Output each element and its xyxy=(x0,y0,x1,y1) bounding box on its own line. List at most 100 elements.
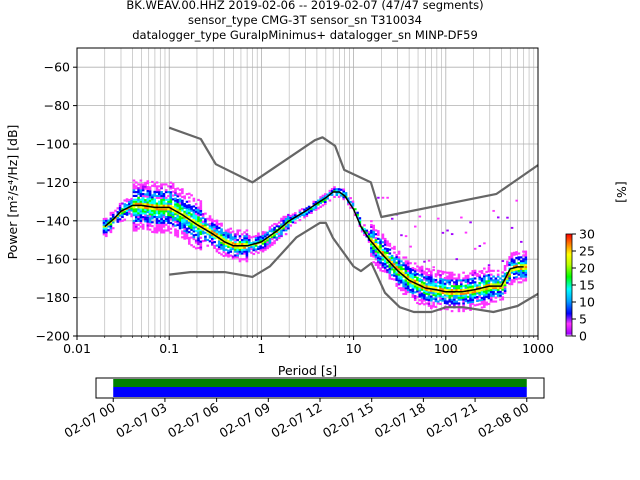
ppsd-cell xyxy=(406,283,410,286)
ppsd-cell xyxy=(323,200,327,204)
ppsd-cell xyxy=(176,212,180,215)
ppsd-cell xyxy=(174,193,177,196)
ppsd-cell xyxy=(141,206,145,209)
ppsd-cell xyxy=(194,203,198,206)
ppsd-cell xyxy=(181,190,184,193)
ppsd-cell xyxy=(141,189,145,192)
ppsd-cell xyxy=(503,289,507,293)
ppsd-cell xyxy=(450,288,454,292)
ppsd-cell xyxy=(176,222,180,225)
ppsd-cell xyxy=(132,200,136,203)
ppsd-cell xyxy=(247,242,251,245)
ppsd-cell xyxy=(197,198,200,201)
ppsd-cell xyxy=(443,271,447,274)
ppsd-cell xyxy=(430,299,433,302)
ppsd-cell xyxy=(335,188,339,191)
ppsd-cell xyxy=(162,208,166,211)
ppsd-cell xyxy=(406,289,410,292)
ppsd-cell xyxy=(321,200,325,203)
ppsd-cell xyxy=(199,219,203,222)
ppsd-cell xyxy=(264,248,267,251)
ppsd-cell xyxy=(319,205,322,208)
ppsd-cell xyxy=(427,279,431,282)
ppsd-cell xyxy=(164,202,168,205)
ppsd-cell xyxy=(517,271,521,274)
ppsd-cell xyxy=(487,277,491,281)
ppsd-cell xyxy=(517,281,521,284)
ppsd-cell xyxy=(434,296,438,299)
ppsd-cell xyxy=(356,215,359,218)
ppsd-cell xyxy=(192,238,196,241)
ppsd-cell xyxy=(300,213,304,216)
ppsd-cell xyxy=(522,273,525,276)
ppsd-cell xyxy=(499,298,502,301)
ppsd-cell xyxy=(432,282,435,285)
ppsd-cell xyxy=(266,247,269,250)
ppsd-cell xyxy=(155,223,159,226)
ppsd-cell xyxy=(448,292,452,295)
ppsd-cell xyxy=(469,278,472,281)
ppsd-cell xyxy=(183,195,186,198)
ppsd-cell xyxy=(187,196,191,199)
ppsd-cell xyxy=(174,205,177,208)
ppsd-cell xyxy=(266,237,269,240)
ppsd-cell xyxy=(215,250,219,253)
ppsd-cell xyxy=(524,262,528,265)
ppsd-cell xyxy=(268,241,272,244)
ppsd-cell xyxy=(476,272,479,276)
ppsd-cell xyxy=(381,248,385,252)
ppsd-cell xyxy=(176,204,180,207)
ppsd-cell xyxy=(187,238,191,241)
ppsd-cell xyxy=(487,266,491,269)
ppsd-cell xyxy=(393,265,396,268)
ppsd-cell xyxy=(183,229,186,233)
ppsd-cell xyxy=(376,266,380,269)
ppsd-cell xyxy=(367,233,371,236)
ppsd-cell xyxy=(432,278,435,281)
ppsd-cell xyxy=(374,248,378,251)
ppsd-cell xyxy=(227,251,230,254)
ppsd-cell xyxy=(420,296,424,299)
ppsd-cell xyxy=(181,236,184,239)
ppsd-cell xyxy=(146,203,150,206)
ppsd-cell xyxy=(462,294,465,297)
ppsd-cell xyxy=(277,221,281,224)
ppsd-cell xyxy=(185,193,189,196)
ppsd-cell xyxy=(238,240,242,244)
ppsd-cell xyxy=(466,299,470,302)
ppsd-cell xyxy=(132,206,136,209)
ppsd-cell xyxy=(107,229,110,232)
ppsd-cell xyxy=(492,292,495,295)
ppsd-cell xyxy=(420,292,424,295)
ppsd-cell xyxy=(402,262,405,265)
ppsd-cell xyxy=(178,215,182,218)
ppsd-cell xyxy=(118,212,122,215)
ppsd-cell xyxy=(462,288,465,292)
ppsd-cell xyxy=(404,281,408,284)
ppsd-cell xyxy=(224,235,228,238)
ppsd-cell xyxy=(441,280,445,283)
ppsd-cell xyxy=(123,207,127,210)
ppsd-cell xyxy=(176,235,180,238)
ppsd-cell xyxy=(395,265,399,268)
ppsd-cell xyxy=(291,215,295,218)
ppsd-cell xyxy=(483,288,486,291)
ppsd-cell xyxy=(266,231,269,234)
ppsd-cell xyxy=(199,202,203,205)
ppsd-cell xyxy=(185,204,189,207)
ppsd-cell xyxy=(310,208,313,211)
ppsd-cell xyxy=(155,189,159,192)
ppsd-cell xyxy=(208,236,212,239)
ppsd-cell xyxy=(404,256,408,259)
x-tick-label: 1 xyxy=(257,341,265,356)
ppsd-cell xyxy=(250,245,253,249)
ppsd-cell xyxy=(236,239,239,242)
ppsd-cell xyxy=(455,277,458,280)
ppsd-cell xyxy=(146,224,150,227)
ppsd-cell xyxy=(174,230,177,233)
ppsd-cell xyxy=(185,214,189,217)
ppsd-cell xyxy=(446,294,449,297)
ppsd-cell xyxy=(404,279,408,282)
ppsd-cell xyxy=(492,294,495,297)
ppsd-cell xyxy=(379,248,382,251)
